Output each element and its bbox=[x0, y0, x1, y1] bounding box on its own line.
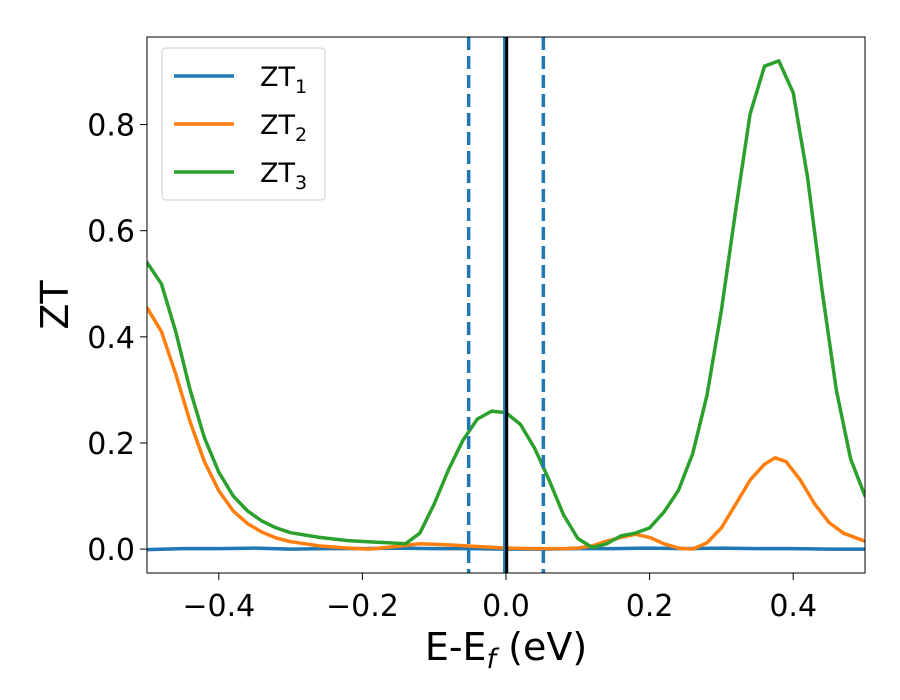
plot-content bbox=[147, 37, 865, 573]
x-axis-title: E-Ef (eV) bbox=[425, 625, 587, 675]
plot-frame bbox=[146, 36, 866, 574]
y-tick-label: 0.8 bbox=[87, 109, 135, 144]
x-tick-label: 0.4 bbox=[769, 589, 817, 624]
x-tick-label: −0.2 bbox=[326, 589, 399, 624]
legend: ZT1 ZT2 ZT3 bbox=[161, 47, 326, 201]
y-axis-title: ZT bbox=[33, 280, 77, 330]
legend-entry-zt3: ZT3 bbox=[174, 158, 307, 194]
axes: −0.4 −0.2 0.0 0.2 0.4 0.0 0.2 0.4 0.6 0.8 E-Ef (eV… bbox=[33, 109, 817, 675]
y-tick-label: 0.4 bbox=[87, 321, 135, 356]
legend-entry-zt1: ZT1 bbox=[174, 62, 307, 98]
legend-entry-zt2: ZT2 bbox=[174, 110, 307, 146]
x-tick-label: 0.2 bbox=[626, 589, 674, 624]
legend-label: ZT1 bbox=[260, 62, 307, 98]
legend-label: ZT3 bbox=[260, 158, 307, 194]
series-line-3-zt3 bbox=[147, 59, 865, 550]
legend-box bbox=[161, 47, 326, 201]
series-line-2-zt2 bbox=[147, 305, 865, 551]
x-tick-label: 0.0 bbox=[482, 589, 530, 624]
legend-label: ZT2 bbox=[260, 110, 307, 146]
x-tick-label: −0.4 bbox=[182, 589, 255, 624]
y-tick-label: 0.2 bbox=[87, 427, 135, 462]
y-tick-label: 0.0 bbox=[87, 533, 135, 568]
y-tick-label: 0.6 bbox=[87, 215, 135, 250]
